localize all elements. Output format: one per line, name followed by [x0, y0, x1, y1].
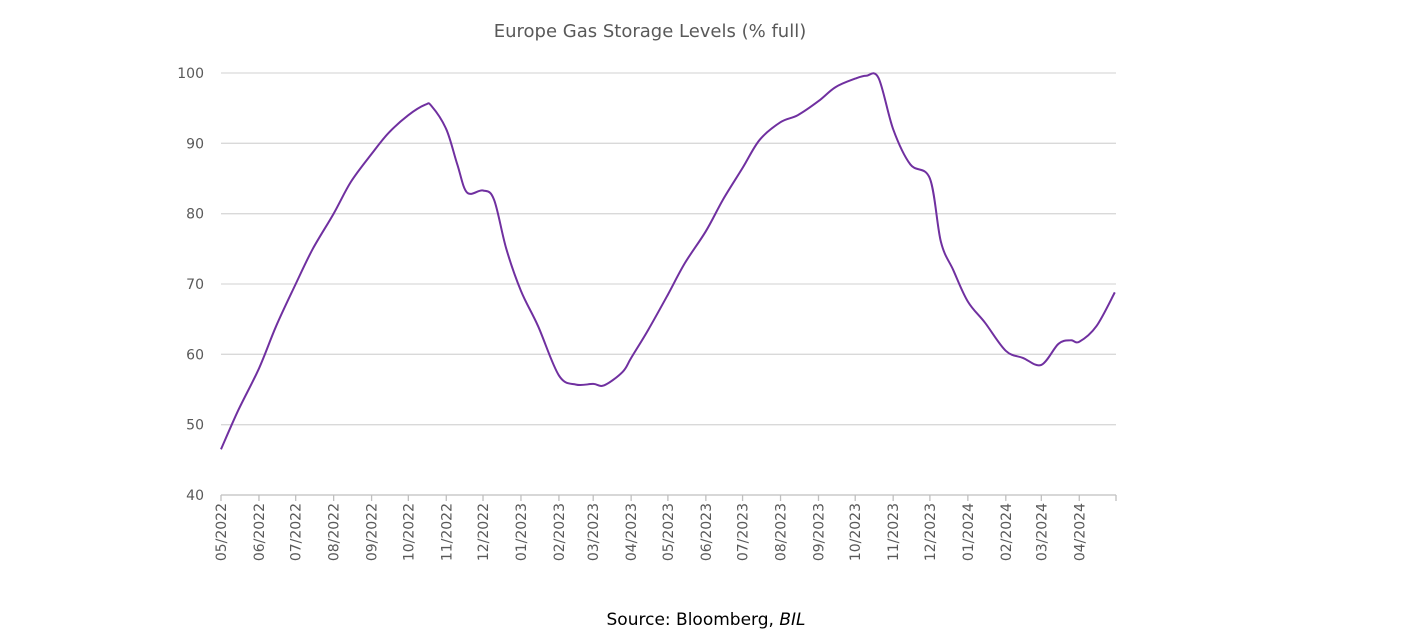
x-tick-label: 05/2023: [661, 503, 677, 561]
x-tick-label: 08/2022: [327, 503, 343, 561]
y-tick-label: 60: [186, 347, 204, 363]
x-tick-label: 12/2022: [476, 503, 492, 561]
x-tick-label: 07/2023: [736, 503, 752, 561]
grid: [221, 72, 1116, 426]
x-tick-label: 04/2024: [1072, 503, 1088, 561]
x-tick-label: 12/2023: [923, 503, 939, 561]
x-tick-label: 03/2023: [586, 503, 602, 561]
x-tick-label: 03/2024: [1034, 503, 1050, 561]
y-tick-label: 40: [186, 488, 204, 504]
x-tick-label: 11/2022: [439, 503, 455, 561]
x-tick-label: 01/2023: [514, 503, 530, 561]
x-tick-label: 06/2022: [252, 503, 268, 561]
x-tick-label: 09/2022: [365, 503, 381, 561]
x-tick-label: 07/2022: [289, 503, 305, 561]
source-note: Source: Bloomberg, BIL: [0, 610, 1412, 630]
x-tick-label: 02/2023: [552, 503, 568, 561]
y-tick-label: 50: [186, 418, 204, 434]
x-tick-label: 02/2024: [999, 503, 1015, 561]
x-tick-label: 08/2023: [774, 503, 790, 561]
x-tick-label: 01/2024: [961, 503, 977, 561]
axes: 40 50 60 70 80 90 100 05/2022 06/2022 07/2022 08/2…: [177, 66, 1117, 561]
source-italic: BIL: [779, 610, 806, 630]
series-line-layer: [220, 72, 1116, 450]
series-line: [220, 72, 1116, 450]
y-tick-label: 90: [186, 136, 204, 152]
x-tick-label: 05/2022: [214, 503, 230, 561]
x-tick-label: 10/2023: [848, 503, 864, 561]
y-tick-label: 100: [177, 66, 204, 82]
source-text: Source: Bloomberg,: [606, 610, 780, 630]
y-tick-label: 70: [186, 277, 204, 293]
x-tick-label: 11/2023: [886, 503, 902, 561]
x-tick-label: 06/2023: [699, 503, 715, 561]
x-tick-label: 09/2023: [811, 503, 827, 561]
x-tick-label: 10/2022: [401, 503, 417, 561]
x-tick-label: 04/2023: [624, 503, 640, 561]
chart-title: Europe Gas Storage Levels (% full): [494, 21, 806, 42]
y-tick-label: 80: [186, 207, 204, 223]
